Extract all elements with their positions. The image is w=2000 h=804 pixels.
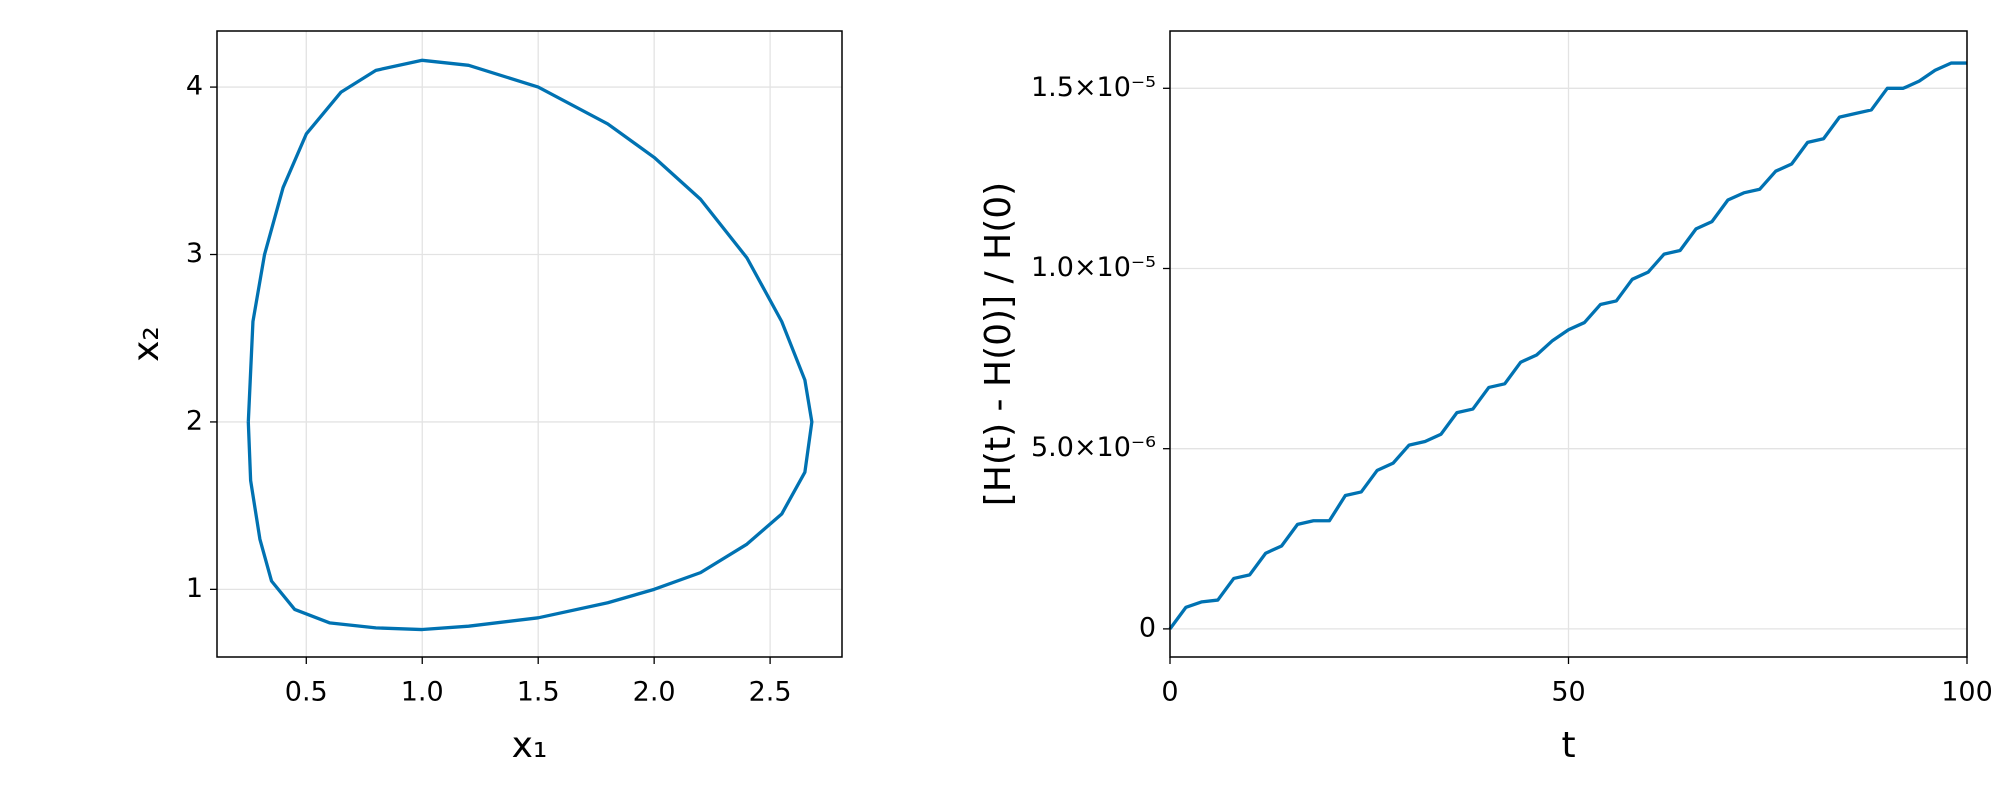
plot-frame: [1169, 30, 1968, 658]
x-tick-label: 2.5: [749, 677, 792, 708]
data-line: [246, 58, 814, 632]
y-tick-label: 1.0×10⁻⁵: [1031, 252, 1156, 283]
plot-frame: [216, 30, 843, 658]
y-tick-label: 2: [186, 405, 203, 436]
y-tick-label: 1: [186, 573, 203, 604]
y-tick-label: 1.5×10⁻⁵: [1031, 72, 1156, 103]
y-axis-label: x₂: [126, 326, 167, 362]
x-tick-label: 50: [1551, 677, 1585, 708]
y-tick-label: 3: [186, 238, 203, 269]
y-tick-label: 5.0×10⁻⁶: [1031, 432, 1156, 463]
y-tick-label: 0: [1139, 612, 1156, 643]
x-tick-label: 0.5: [285, 677, 328, 708]
x-tick-label: 1.5: [517, 677, 560, 708]
y-axis-label: [H(t) - H(0)] / H(0): [978, 182, 1019, 506]
x-axis-label: t: [1561, 725, 1575, 766]
x-axis-label: x₁: [512, 725, 548, 766]
x-tick-label: 1.0: [401, 677, 444, 708]
y-tick-label: 4: [186, 71, 203, 102]
x-tick-label: 2.0: [633, 677, 676, 708]
data-line: [1168, 61, 1967, 630]
x-tick-label: 0: [1161, 677, 1178, 708]
x-tick-label: 100: [1941, 677, 1993, 708]
